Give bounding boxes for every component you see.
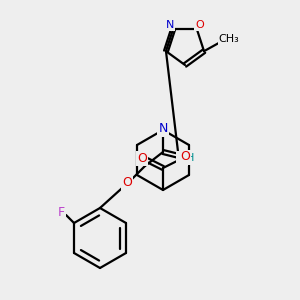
Text: N: N [166, 20, 174, 30]
Text: H: H [186, 153, 194, 163]
Text: O: O [195, 20, 204, 30]
Text: O: O [137, 152, 147, 164]
Text: O: O [122, 176, 132, 190]
Text: N: N [158, 122, 168, 136]
Text: N: N [177, 152, 187, 164]
Text: O: O [180, 151, 190, 164]
Text: F: F [58, 206, 64, 218]
Text: CH₃: CH₃ [219, 34, 239, 44]
